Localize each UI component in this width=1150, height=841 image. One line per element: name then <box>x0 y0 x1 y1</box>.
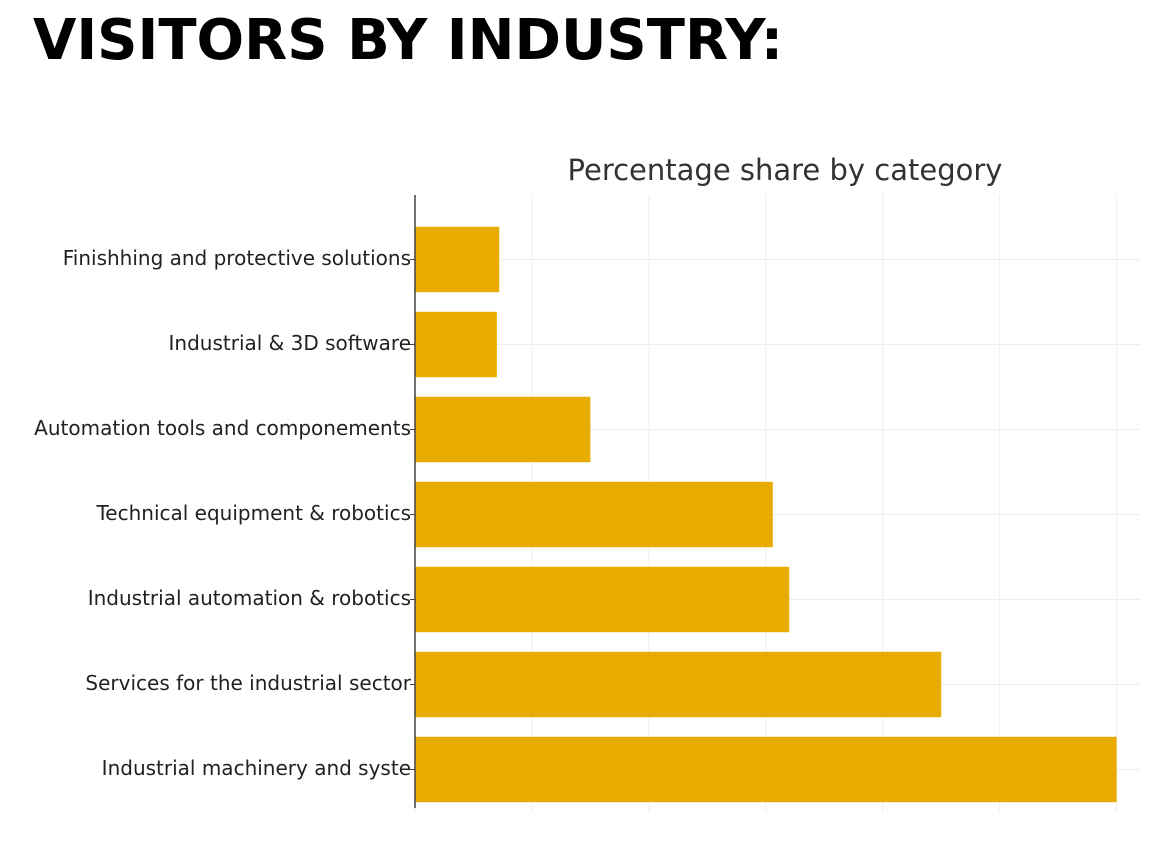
y-tick-label: Technical equipment & robotics <box>95 501 411 525</box>
chart-title: Percentage share by category <box>568 153 1003 187</box>
bar <box>415 311 497 378</box>
y-tick-label: Industrial machinery and syste <box>102 756 411 780</box>
y-tick-label: Automation tools and componements <box>34 416 411 440</box>
bar <box>415 651 942 718</box>
y-tick-label: Services for the industrial sector <box>85 671 411 695</box>
bar <box>415 226 500 293</box>
bar <box>415 481 773 548</box>
y-tick-label: Finishhing and protective solutions <box>63 246 411 270</box>
bar <box>415 566 790 633</box>
y-tick-label: Industrial & 3D software <box>169 331 411 355</box>
y-tick-label: Industrial automation & robotics <box>88 586 411 610</box>
page-title: VISITORS BY INDUSTRY: <box>33 8 783 73</box>
bar <box>415 736 1117 803</box>
bar <box>415 396 591 463</box>
